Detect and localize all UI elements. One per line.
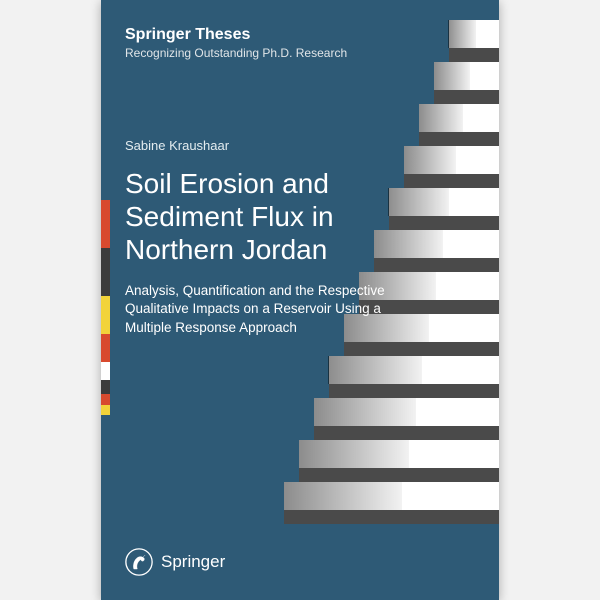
author-name: Sabine Kraushaar (125, 138, 475, 153)
color-sidebar (101, 200, 110, 415)
series-subtitle: Recognizing Outstanding Ph.D. Research (125, 46, 475, 60)
springer-horse-icon (125, 548, 153, 576)
sidebar-segment (101, 248, 110, 296)
sidebar-segment (101, 362, 110, 380)
sidebar-segment (101, 200, 110, 248)
book-title: Soil Erosion and Sediment Flux in Northe… (125, 167, 445, 266)
series-title: Springer Theses (125, 26, 475, 44)
publisher-block: Springer (125, 548, 225, 576)
book-cover: Springer Theses Recognizing Outstanding … (101, 0, 499, 600)
sidebar-segment (101, 334, 110, 362)
publisher-name: Springer (161, 552, 225, 572)
sidebar-segment (101, 394, 110, 405)
cover-content: Springer Theses Recognizing Outstanding … (101, 0, 499, 600)
sidebar-segment (101, 405, 110, 415)
book-subtitle: Analysis, Quantification and the Respect… (125, 282, 395, 337)
sidebar-segment (101, 380, 110, 394)
sidebar-segment (101, 296, 110, 334)
